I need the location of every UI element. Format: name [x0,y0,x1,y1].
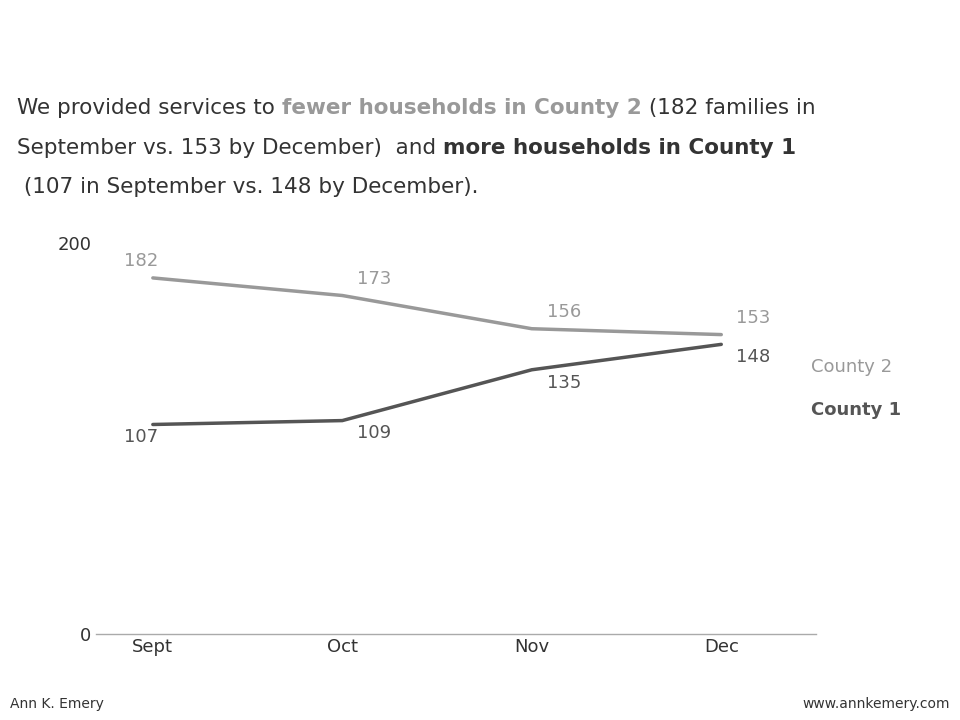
Text: www.annkemery.com: www.annkemery.com [803,697,950,711]
Text: We provided services to: We provided services to [17,99,282,118]
Text: September vs. 153 by December)  and: September vs. 153 by December) and [17,138,444,158]
Text: (182 families in: (182 families in [642,99,815,118]
Text: 182: 182 [125,252,158,270]
Text: 153: 153 [736,309,771,327]
Text: Households served: Households served [14,17,580,69]
Text: (107 in September vs. 148 by December).: (107 in September vs. 148 by December). [17,177,479,197]
Text: 173: 173 [357,270,392,288]
Text: more households in County 1: more households in County 1 [444,138,797,158]
Text: County 1: County 1 [811,401,901,419]
Text: 107: 107 [125,428,158,446]
Text: 135: 135 [547,374,582,392]
Text: Ann K. Emery: Ann K. Emery [10,697,104,711]
Text: 156: 156 [547,303,581,321]
Text: fewer households in County 2: fewer households in County 2 [282,99,642,118]
Text: 148: 148 [736,348,771,366]
Text: County 2: County 2 [811,358,893,376]
Text: 109: 109 [357,425,392,443]
